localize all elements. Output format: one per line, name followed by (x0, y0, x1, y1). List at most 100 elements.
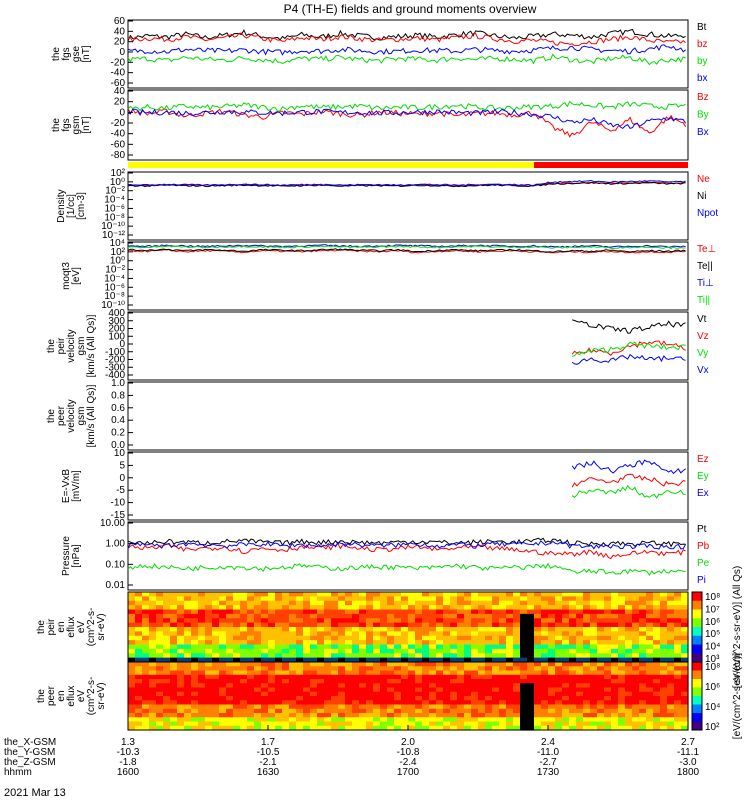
spectrogram-cell (261, 653, 269, 659)
spectrogram-cell (338, 648, 346, 654)
spectrogram-cell (317, 666, 325, 672)
spectrogram-cell (408, 631, 416, 637)
spectrogram-cell (177, 627, 185, 632)
spectrogram-cell (142, 609, 150, 615)
spectrogram-cell (548, 596, 556, 602)
spectrogram-cell (268, 592, 276, 597)
spectrogram-cell (282, 596, 290, 602)
spectrogram-cell (289, 657, 297, 663)
spectrogram-cell (394, 662, 402, 667)
panel-frame (127, 89, 689, 161)
spectrogram-cell (597, 662, 605, 667)
spectrogram-cell (303, 700, 311, 706)
spectrogram-cell (436, 613, 444, 619)
spectrogram-cell (443, 627, 451, 632)
spectrogram-cell (345, 609, 353, 615)
spectrogram-cell (464, 653, 472, 659)
spectrogram-cell (352, 635, 360, 641)
spectrogram-cell (219, 717, 227, 723)
spectrogram-cell (170, 618, 178, 624)
spectrogram-cell (282, 666, 290, 672)
spectrogram-cell (618, 592, 626, 597)
spectrogram-cell (667, 618, 675, 624)
spectrogram-cell (478, 618, 486, 624)
spectrogram-cell (443, 631, 451, 637)
spectrogram-cell (646, 592, 654, 597)
spectrogram-cell (471, 700, 479, 706)
spectrogram-cell (212, 618, 220, 624)
spectrogram-cell (324, 605, 332, 611)
spectrogram-cell (331, 713, 339, 718)
spectrogram-cell (555, 725, 563, 731)
legend-Vz: Vz (697, 331, 709, 342)
spectrogram-cell (149, 674, 157, 680)
spectrogram-cell (597, 609, 605, 615)
spectrogram-cell (282, 644, 290, 650)
spectrogram-cell (562, 627, 570, 632)
spectrogram-cell (205, 644, 213, 650)
spectrogram-cell (282, 648, 290, 654)
spectrogram-cell (261, 627, 269, 632)
spectrogram-cell (667, 648, 675, 654)
spectrogram-cell (632, 704, 640, 710)
spectrogram-cell (268, 600, 276, 606)
spectrogram-cell (268, 666, 276, 672)
spectrogram-cell (135, 674, 143, 680)
spectrogram-cell (422, 687, 430, 693)
spectrogram-cell (268, 627, 276, 632)
spectrogram-cell (555, 704, 563, 710)
spectrogram-cell (226, 662, 234, 667)
series-line-Vx (571, 353, 686, 365)
spectrogram-cell (590, 657, 598, 663)
spectrogram-cell (422, 657, 430, 663)
spectrogram-cell (611, 605, 619, 611)
spectrogram-cell (464, 631, 472, 637)
spectrogram-cell (583, 725, 591, 731)
spectrogram-cell (345, 708, 353, 714)
series-line-Pe (127, 562, 686, 577)
spectrogram-cell (415, 609, 423, 615)
spectrogram-cell (471, 605, 479, 611)
spectrogram-cell (590, 687, 598, 693)
spectrogram-cell (135, 618, 143, 624)
spectrogram-cell (674, 605, 682, 611)
spectrogram-cell (576, 683, 584, 689)
spectrogram-cell (576, 657, 584, 663)
spectrogram-cell (611, 721, 619, 727)
spectrogram-cell (394, 717, 402, 723)
spectrogram-cell (429, 613, 437, 619)
spectrogram-cell (170, 725, 178, 731)
y-tick-label: -300 (105, 362, 125, 373)
spectrogram-cell (408, 592, 416, 597)
spectrogram-cell (373, 700, 381, 706)
spectrogram-cell (401, 700, 409, 706)
spectrogram-cell (583, 657, 591, 663)
spectrogram-cell (296, 609, 304, 615)
spectrogram-cell (163, 596, 171, 602)
spectrogram-cell (457, 679, 465, 684)
spectrogram-cell (520, 662, 528, 667)
spectrogram-cell (128, 640, 136, 646)
spectrogram-cell (128, 662, 136, 667)
spectrogram-cell (569, 609, 577, 615)
spectrogram-cell (604, 592, 612, 597)
spectrogram-cell (156, 717, 164, 723)
spectrogram-cell (163, 721, 171, 727)
spectrogram-cell (310, 670, 318, 676)
spectrogram-cell (219, 653, 227, 659)
spectrogram-cell (625, 679, 633, 684)
legend-Ne: Ne (697, 174, 710, 185)
spectrogram-cell (366, 592, 374, 597)
spectrogram-cell (408, 653, 416, 659)
spectrogram-cell (366, 635, 374, 641)
spectrogram-cell (317, 644, 325, 650)
spectrogram-cell (625, 609, 633, 615)
spectrogram-cell (660, 600, 668, 606)
spectrogram-cell (275, 640, 283, 646)
spectrogram-cell (499, 704, 507, 710)
spectrogram-cell (583, 631, 591, 637)
spectrogram-cell (513, 635, 521, 641)
spectrogram-cell (478, 592, 486, 597)
spectrogram-cell (338, 725, 346, 731)
spectrogram-cell (436, 592, 444, 597)
